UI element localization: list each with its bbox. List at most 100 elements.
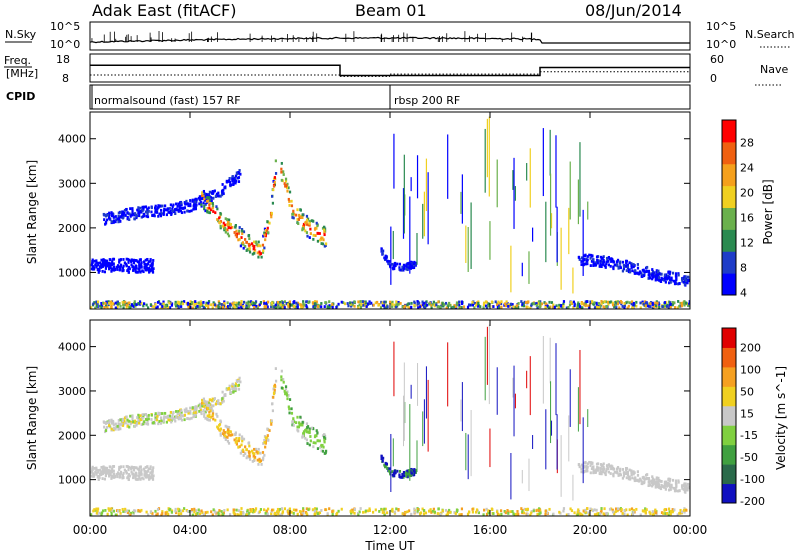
power-cell (138, 263, 141, 267)
velocity-cell (106, 512, 109, 516)
velocity-cell (678, 489, 681, 493)
power-cell (140, 301, 143, 305)
velocity-cell (235, 508, 238, 512)
power-cell (125, 207, 128, 211)
power-cell (586, 262, 589, 266)
ytick-label-2: 2000 (58, 222, 86, 235)
velocity-cell (627, 477, 630, 481)
power-cell (145, 263, 148, 267)
power-cell (128, 212, 131, 216)
power-cell (232, 182, 235, 186)
velocity-cell (290, 510, 293, 514)
power-cell (210, 303, 213, 307)
power-cell (604, 264, 607, 268)
power-cell (161, 305, 164, 308)
velocity-cell (143, 420, 146, 424)
power-cell (526, 305, 529, 309)
power-cell (170, 303, 173, 307)
power-cell (200, 204, 203, 208)
velocity-cell (640, 482, 643, 485)
velocity-cell (619, 467, 622, 471)
power-cell (221, 305, 225, 309)
power-cell (664, 276, 668, 279)
power-cell (398, 266, 401, 270)
velocity-cell (313, 512, 317, 516)
power-cell (148, 268, 152, 272)
power-cell (305, 231, 309, 234)
velocity-cell (110, 509, 114, 512)
velocity-cell (317, 439, 320, 443)
velocity-cell (601, 470, 605, 474)
velocity-cell (409, 470, 412, 474)
power-cell (560, 304, 563, 308)
power-cell (205, 193, 209, 197)
power-cell (231, 179, 234, 183)
power-cell (189, 300, 192, 304)
velocity-cell (106, 421, 110, 425)
velocity-cell (669, 485, 672, 489)
velocity-cell (663, 508, 667, 511)
velocity-cell (558, 510, 561, 514)
velocity-cell (240, 511, 243, 514)
velocity-cell (614, 510, 617, 514)
velocity-cell (506, 509, 509, 512)
velocity-cell (151, 471, 154, 474)
velocity-cell (273, 388, 276, 392)
power-cell (171, 207, 174, 211)
power-cell (609, 264, 612, 268)
velocity-cell (384, 507, 387, 511)
power-cell (381, 301, 384, 305)
velocity-cell (100, 513, 103, 516)
power-cell (227, 305, 230, 308)
power-cell (616, 260, 619, 263)
velocity-cell (150, 418, 153, 421)
velocity-cell (448, 508, 451, 512)
velocity-cell (305, 428, 308, 432)
velocity-cell (290, 407, 293, 411)
velocity-cell (262, 456, 265, 460)
velocity-cell (114, 513, 117, 516)
power-cell (368, 302, 371, 305)
velocity-cell (104, 470, 107, 474)
power-cell (632, 303, 635, 307)
velocity-cell (127, 468, 130, 472)
velocity-cell (612, 467, 615, 471)
velocity-cell (654, 508, 657, 512)
velocity-cell (593, 508, 596, 512)
power-cell (422, 302, 426, 305)
velocity-cell (397, 508, 400, 512)
power-cell (455, 301, 459, 305)
velocity-cell (580, 467, 583, 471)
power-cell (116, 305, 119, 308)
velocity-cell (178, 414, 181, 417)
velocity-cell (433, 510, 436, 514)
velocity-cell (203, 412, 206, 415)
velocity-cell (134, 471, 137, 475)
power-cell (462, 305, 466, 309)
power-cell (431, 302, 434, 306)
velocity-cell (296, 415, 299, 419)
velocity-cell (320, 449, 323, 453)
power-cell (364, 300, 367, 304)
power-cell (127, 258, 131, 262)
power-cell (621, 260, 625, 264)
power-cell (110, 263, 114, 267)
power-cell (93, 301, 96, 304)
velocity-cell (158, 420, 161, 423)
velocity-cell (285, 391, 288, 395)
velocity-cell (538, 507, 541, 511)
velocity-cell (406, 475, 409, 479)
velocity-cell (288, 507, 292, 511)
velocity-cell (248, 511, 251, 515)
noise-panel-frame (89, 21, 691, 51)
power-cell (678, 282, 681, 286)
velocity-cell (245, 448, 248, 452)
velocity-cell (322, 445, 325, 449)
power-cell (127, 265, 131, 269)
power-cell (235, 303, 238, 307)
velocity-cell (108, 419, 111, 422)
velocity-colorbar-label: Velocity [m s^-1] (774, 366, 788, 470)
velocity-cell (199, 408, 202, 412)
power-cell (589, 264, 592, 267)
power-cell (161, 303, 164, 306)
